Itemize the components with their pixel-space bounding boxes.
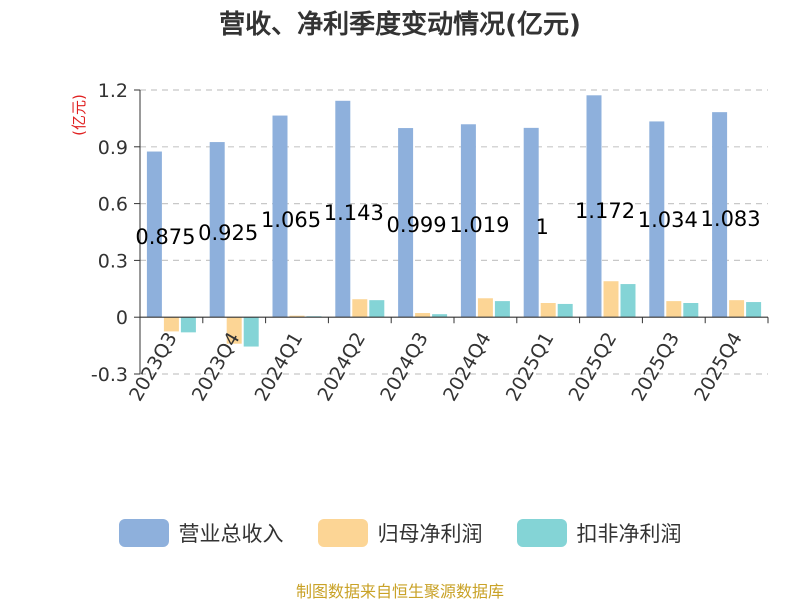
bar-net-profit <box>163 317 179 332</box>
bar-revenue <box>460 124 476 318</box>
bar-revenue <box>523 127 539 318</box>
bar-revenue <box>146 151 162 318</box>
bar-net-profit <box>540 303 556 318</box>
data-label: 0.999 <box>387 213 447 237</box>
legend-label-deducted-profit: 扣非净利润 <box>576 522 682 546</box>
y-tick-label: 0.9 <box>98 137 128 159</box>
x-tick-label: 2025Q4 <box>690 329 747 405</box>
legend-item-revenue[interactable]: 营业总收入 <box>118 518 284 548</box>
x-tick-label: 2025Q2 <box>565 329 622 405</box>
legend-swatch-net-profit <box>317 519 368 547</box>
y-tick-label: 0.6 <box>98 194 128 216</box>
legend-label-net-profit: 归母净利润 <box>377 522 483 546</box>
bar-deducted-profit <box>557 303 573 318</box>
bar-revenue <box>649 121 665 318</box>
bar-revenue <box>272 115 288 318</box>
x-tick-label: 2024Q1 <box>251 329 308 405</box>
bar-deducted-profit <box>243 317 259 347</box>
data-label: 1.143 <box>324 201 384 225</box>
x-tick-label: 2023Q4 <box>188 329 245 405</box>
y-tick-label: 1.2 <box>98 80 128 102</box>
legend-item-deducted-profit[interactable]: 扣非净利润 <box>516 518 682 548</box>
bar-revenue <box>712 112 728 318</box>
bar-deducted-profit <box>683 303 699 318</box>
x-tick-label: 2025Q1 <box>502 329 559 405</box>
data-label: 1.065 <box>261 208 321 232</box>
legend-swatch-deducted-profit <box>516 519 567 547</box>
data-label: 1.019 <box>449 213 509 237</box>
bar-net-profit <box>352 299 368 318</box>
bar-deducted-profit <box>369 300 385 318</box>
legend-label-revenue: 营业总收入 <box>178 522 284 546</box>
data-label: 0.925 <box>198 221 258 245</box>
bar-deducted-profit <box>432 314 448 318</box>
x-tick-label: 2023Q3 <box>125 329 182 405</box>
y-unit-label: (亿元) <box>70 94 88 136</box>
bar-deducted-profit <box>180 317 196 333</box>
legend-item-net-profit[interactable]: 归母净利润 <box>317 518 483 548</box>
data-label: 1.034 <box>638 208 698 232</box>
x-tick-label: 2024Q3 <box>376 329 433 405</box>
bar-revenue <box>209 142 225 318</box>
y-tick-label: 0 <box>116 307 128 329</box>
legend-swatch-revenue <box>118 519 169 547</box>
x-tick-label: 2025Q3 <box>627 329 684 405</box>
bar-net-profit <box>603 281 619 318</box>
x-tick-label: 2024Q2 <box>313 329 370 405</box>
data-label: 1.172 <box>575 199 635 223</box>
bar-net-profit <box>289 315 305 318</box>
bar-deducted-profit <box>620 284 636 318</box>
data-label: 1 <box>536 215 549 239</box>
bar-revenue <box>398 128 414 318</box>
bar-net-profit <box>729 300 745 318</box>
y-tick-label: -0.3 <box>91 364 128 386</box>
bar-revenue <box>335 100 351 318</box>
data-label: 1.083 <box>701 207 761 231</box>
legend: 营业总收入 归母净利润 扣非净利润 <box>0 518 800 548</box>
bar-net-profit <box>666 301 682 318</box>
bar-deducted-profit <box>494 301 510 318</box>
x-tick-label: 2024Q4 <box>439 329 496 405</box>
data-label: 0.875 <box>135 225 195 249</box>
y-tick-label: 0.3 <box>98 250 128 272</box>
bar-net-profit <box>415 313 431 318</box>
bar-net-profit <box>226 317 242 344</box>
bar-revenue <box>586 95 602 318</box>
chart-title: 营收、净利季度变动情况(亿元) <box>219 10 581 40</box>
bar-net-profit <box>477 298 493 318</box>
source-note: 制图数据来自恒生聚源数据库 <box>295 582 504 601</box>
bar-deducted-profit <box>746 302 762 318</box>
